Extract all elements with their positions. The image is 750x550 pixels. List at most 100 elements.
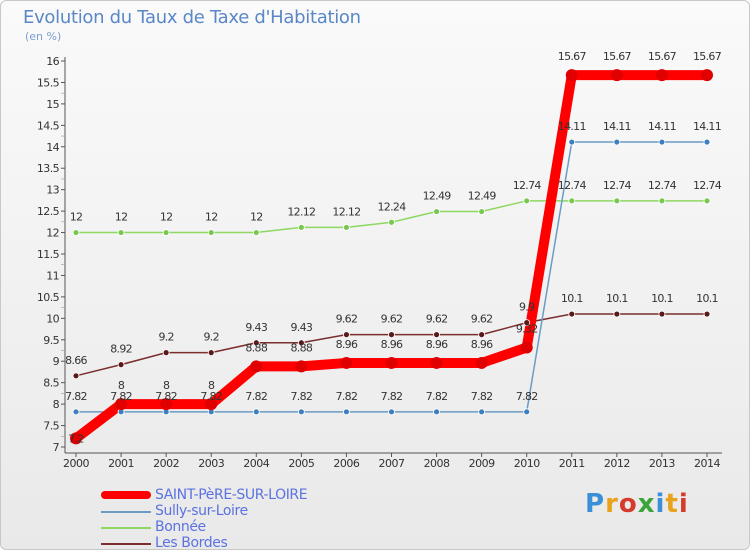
data-point xyxy=(523,197,531,205)
data-point xyxy=(655,69,668,82)
data-point xyxy=(703,138,711,146)
data-label: 7.82 xyxy=(426,390,448,403)
data-label: 8.96 xyxy=(426,338,448,351)
data-point xyxy=(475,356,488,369)
data-label: 9.43 xyxy=(291,321,313,334)
data-label: 9.9 xyxy=(519,301,535,314)
data-label: 8.96 xyxy=(336,338,358,351)
y-tick-label: 13.5 xyxy=(37,162,60,175)
legend-label: SAINT-PèRE-SUR-LOIRE xyxy=(155,487,308,503)
data-point xyxy=(297,408,305,416)
x-tick-label: 2010 xyxy=(514,457,540,470)
data-point xyxy=(72,408,80,416)
data-point xyxy=(340,356,353,369)
y-tick-label: 7 xyxy=(53,441,60,454)
x-tick-label: 2003 xyxy=(198,457,224,470)
data-point xyxy=(433,408,440,416)
data-label: 12.74 xyxy=(513,179,542,192)
y-tick-label: 11.5 xyxy=(37,248,60,261)
data-point xyxy=(610,69,623,82)
data-label: 10.1 xyxy=(561,292,583,305)
x-tick-label: 2014 xyxy=(694,457,720,470)
x-tick-label: 2007 xyxy=(379,457,405,470)
data-label: 8.88 xyxy=(245,341,267,354)
data-point xyxy=(520,341,533,354)
data-point xyxy=(701,69,713,82)
legend-label: Sully-sur-Loire xyxy=(155,503,248,519)
legend-swatch xyxy=(101,491,151,499)
x-tick-label: 2011 xyxy=(559,457,585,470)
y-tick-label: 8.5 xyxy=(43,377,59,390)
data-point xyxy=(115,398,128,411)
data-point xyxy=(430,356,443,369)
data-label: 12.12 xyxy=(287,205,315,218)
data-label: 9.62 xyxy=(381,313,403,326)
data-label: 12.49 xyxy=(468,190,497,203)
data-point xyxy=(385,356,398,369)
x-tick-label: 2012 xyxy=(604,457,630,470)
legend-swatch xyxy=(101,527,151,529)
data-point xyxy=(523,408,531,416)
data-label: 7.82 xyxy=(200,390,222,403)
data-label: 9.2 xyxy=(158,331,173,344)
y-tick-label: 9 xyxy=(53,355,60,368)
y-tick-label: 14.5 xyxy=(37,119,60,132)
data-label: 15.67 xyxy=(693,50,722,63)
data-point xyxy=(658,310,666,318)
data-point xyxy=(613,138,621,146)
data-label: 7.82 xyxy=(471,390,493,403)
data-label: 12.74 xyxy=(603,179,632,192)
legend-label: Bonnée xyxy=(155,519,206,535)
y-tick-label: 7.5 xyxy=(43,420,59,433)
data-label: 9.62 xyxy=(471,313,493,326)
data-point xyxy=(72,372,80,380)
legend-item-bonnee: Bonnée xyxy=(101,519,361,535)
data-label: 7.82 xyxy=(291,390,313,403)
data-label: 12.74 xyxy=(648,179,677,192)
x-tick-label: 2013 xyxy=(649,457,675,470)
data-label: 10.1 xyxy=(606,292,628,305)
data-label: 12.49 xyxy=(423,190,452,203)
data-point xyxy=(72,229,80,236)
data-label: 7.82 xyxy=(336,390,358,403)
y-tick-label: 8 xyxy=(53,398,60,411)
x-tick-label: 2008 xyxy=(424,457,450,470)
data-label: 8 xyxy=(208,379,215,392)
data-point xyxy=(565,69,578,82)
data-point xyxy=(343,408,350,416)
data-point xyxy=(523,319,531,327)
legend-item-sully: Sully-sur-Loire xyxy=(101,503,361,519)
data-point xyxy=(162,349,170,357)
y-tick-label: 9.5 xyxy=(43,334,59,347)
data-label: 12.74 xyxy=(693,179,722,192)
data-point xyxy=(252,408,260,416)
data-label: 8.96 xyxy=(471,338,493,351)
data-label: 7.82 xyxy=(516,390,538,403)
x-tick-label: 2000 xyxy=(63,457,89,470)
data-label: 12 xyxy=(250,211,263,224)
data-label: 7.82 xyxy=(65,390,87,403)
data-label: 7.82 xyxy=(245,390,267,403)
data-point xyxy=(162,229,170,236)
data-point xyxy=(160,398,173,411)
x-tick-label: 2005 xyxy=(288,457,314,470)
data-label: 14.11 xyxy=(558,120,586,133)
proxiti-logo: Proxiti xyxy=(585,489,689,519)
y-tick-label: 16 xyxy=(46,55,59,68)
y-tick-label: 13 xyxy=(46,184,59,197)
legend-item-saint-pere: SAINT-PèRE-SUR-LOIRE xyxy=(101,487,361,503)
data-label: 12 xyxy=(115,211,128,224)
x-tick-label: 2001 xyxy=(108,457,134,470)
y-tick-label: 10.5 xyxy=(37,291,60,304)
y-tick-label: 15.5 xyxy=(37,76,60,89)
y-tick-label: 11 xyxy=(46,269,59,282)
data-label: 7.82 xyxy=(155,390,177,403)
data-point xyxy=(207,229,215,236)
data-point xyxy=(343,331,350,339)
chart-title: Evolution du Taux de Taxe d'Habitation xyxy=(23,7,361,28)
data-point xyxy=(117,229,125,236)
data-point xyxy=(250,360,263,373)
x-tick-label: 2004 xyxy=(243,457,269,470)
data-label: 9.43 xyxy=(245,321,267,334)
